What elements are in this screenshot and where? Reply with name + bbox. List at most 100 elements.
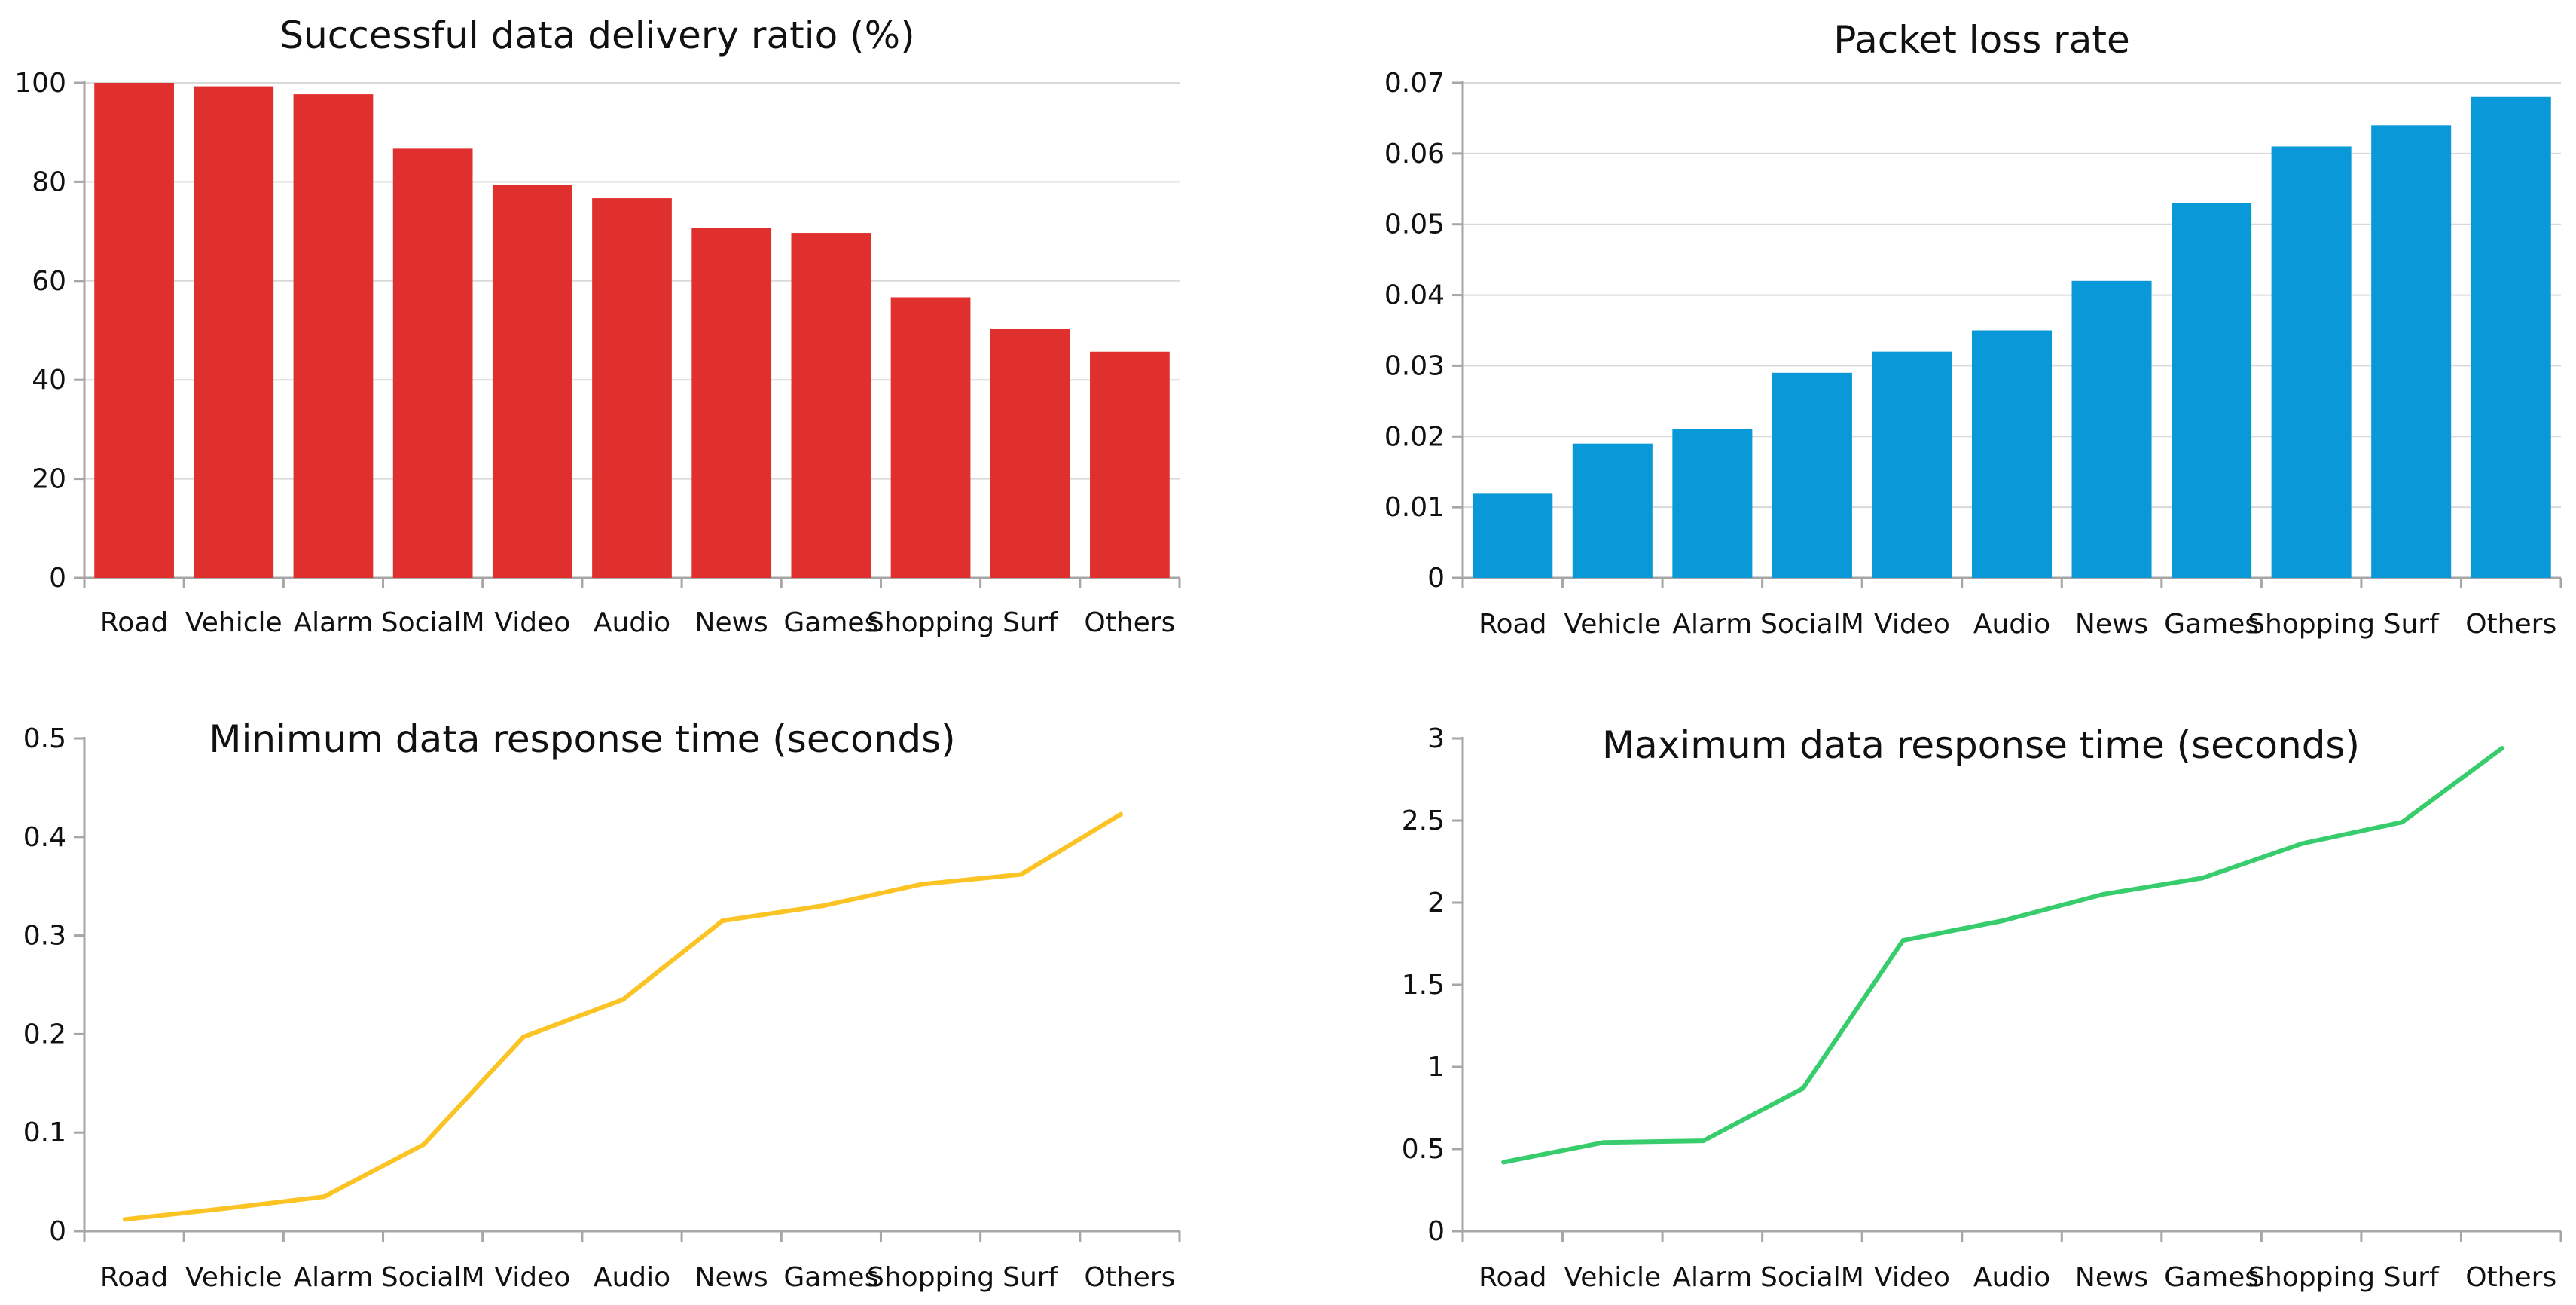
- point-video: [1900, 938, 1906, 943]
- point-games: [2200, 876, 2205, 881]
- point-socialm: [1800, 1086, 1805, 1091]
- x-tick-label: Shopping: [867, 1262, 994, 1293]
- y-tick-label: 1.5: [1402, 970, 1445, 1001]
- point-socialm: [421, 1141, 426, 1147]
- bar-video: [1872, 351, 1952, 578]
- x-tick-label: Shopping: [867, 607, 994, 638]
- bar-games: [791, 233, 871, 578]
- bar-shopping: [2271, 146, 2352, 578]
- x-tick-label: Video: [1874, 1262, 1950, 1293]
- bar-audio: [592, 198, 672, 578]
- y-tick-label: 0.2: [23, 1019, 66, 1050]
- series-line: [1501, 746, 2504, 1165]
- bar-audio: [1971, 330, 2053, 578]
- bar-alarm: [293, 94, 374, 578]
- bar-socialm: [1772, 372, 1852, 578]
- point-audio: [621, 997, 625, 1002]
- x-tick-label: Alarm: [293, 1262, 373, 1293]
- point-surf: [2400, 820, 2405, 825]
- x-tick-label: Alarm: [293, 607, 373, 638]
- bar-vehicle: [1572, 443, 1653, 578]
- x-tick-label: Others: [1084, 1262, 1175, 1293]
- y-tick-label: 0: [1427, 1216, 1445, 1247]
- chart-title: Maximum data response time (seconds): [1602, 723, 2360, 767]
- x-tick-label: Alarm: [1672, 609, 1752, 640]
- x-tick-label: Others: [2465, 1262, 2556, 1293]
- x-tick-label: SocialM: [381, 607, 485, 638]
- bar-news: [691, 228, 772, 578]
- x-tick-label: Road: [100, 1262, 168, 1293]
- bar-surf: [2371, 125, 2452, 579]
- point-others: [2499, 746, 2504, 751]
- y-tick-label: 0.07: [1384, 68, 1445, 99]
- point-others: [1118, 811, 1123, 817]
- x-tick-label: Games: [2164, 609, 2259, 640]
- y-tick-label: 1: [1427, 1052, 1445, 1083]
- series-line: [123, 811, 1123, 1222]
- bar-games: [2172, 203, 2252, 578]
- x-tick-label: Vehicle: [1564, 1262, 1661, 1293]
- y-tick-label: 0.05: [1384, 209, 1445, 240]
- bar-socialm: [392, 148, 473, 579]
- x-tick-label: Surf: [1003, 1262, 1058, 1293]
- x-tick-label: Surf: [2384, 1262, 2440, 1293]
- point-audio: [2001, 918, 2005, 923]
- y-tick-label: 2.5: [1402, 805, 1445, 836]
- y-tick-label: 0.01: [1384, 492, 1445, 523]
- point-road: [123, 1217, 128, 1222]
- y-tick-label: 0.03: [1384, 350, 1445, 381]
- y-tick-label: 0: [49, 563, 66, 594]
- point-vehicle: [1601, 1140, 1606, 1145]
- y-tick-label: 0.04: [1384, 280, 1445, 311]
- y-tick-label: 0.3: [23, 921, 66, 952]
- x-tick-label: Video: [1874, 609, 1950, 640]
- y-tick-label: 20: [32, 464, 66, 495]
- bar-others: [2471, 96, 2551, 578]
- bar-road: [1473, 493, 1553, 578]
- x-tick-label: Vehicle: [185, 607, 282, 638]
- x-tick-label: Audio: [594, 1262, 670, 1293]
- y-tick-label: 0: [1427, 563, 1445, 594]
- x-tick-label: Surf: [1003, 607, 1058, 638]
- x-tick-label: Road: [1479, 1262, 1546, 1293]
- x-tick-label: SocialM: [1760, 1262, 1864, 1293]
- point-games: [819, 903, 825, 909]
- chart-delivery-ratio: 0 20 40 60 80 100 Road Vehicle Alarm SocialM Video…: [14, 14, 1181, 638]
- bar-vehicle: [194, 86, 274, 578]
- y-tick-label: 0.4: [23, 822, 66, 853]
- x-tick-label: Video: [494, 1262, 570, 1293]
- point-alarm: [322, 1194, 327, 1200]
- point-shopping: [2300, 841, 2305, 846]
- y-tick-label: 60: [32, 266, 66, 297]
- x-tick-label: News: [2075, 1262, 2148, 1293]
- x-tick-label: Alarm: [1672, 1262, 1752, 1293]
- bar-video: [492, 185, 572, 578]
- point-road: [1501, 1160, 1506, 1165]
- point-vehicle: [222, 1206, 227, 1211]
- x-tick-label: Games: [783, 1262, 878, 1293]
- x-tick-label: News: [695, 1262, 768, 1293]
- x-tick-label: Others: [1084, 607, 1175, 638]
- point-surf: [1018, 872, 1024, 877]
- x-tick-label: Games: [783, 607, 878, 638]
- x-tick-label: Shopping: [2248, 609, 2375, 640]
- bar-alarm: [1672, 429, 1753, 578]
- x-tick-label: SocialM: [381, 1262, 485, 1293]
- x-tick-label: Audio: [594, 607, 670, 638]
- chart-min-response: 0 0.1 0.2 0.3 0.4 0.5 Road Vehicle Alarm SocialM V…: [23, 717, 1181, 1293]
- chart-title: Successful data delivery ratio (%): [279, 14, 914, 57]
- bar-news: [2071, 280, 2152, 578]
- x-tick-label: Audio: [1973, 609, 2050, 640]
- x-tick-label: SocialM: [1760, 609, 1864, 640]
- bar-surf: [990, 329, 1070, 578]
- x-tick-label: News: [695, 607, 768, 638]
- y-tick-label: 3: [1427, 723, 1445, 754]
- y-tick-label: 0: [49, 1216, 66, 1247]
- x-tick-label: Road: [1479, 609, 1546, 640]
- x-tick-label: Games: [2164, 1262, 2259, 1293]
- x-tick-label: Road: [100, 607, 168, 638]
- y-tick-label: 0.1: [23, 1117, 66, 1148]
- point-news: [720, 918, 725, 923]
- x-tick-label: Vehicle: [185, 1262, 282, 1293]
- y-tick-label: 0.02: [1384, 421, 1445, 452]
